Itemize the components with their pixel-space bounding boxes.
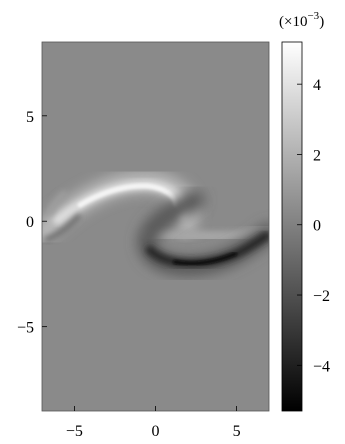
y-tick-label: −5 xyxy=(17,320,34,337)
colorbar: 4 2 0 −2 −4 (×10−3) xyxy=(279,10,330,412)
colorbar-tick-label: 0 xyxy=(313,218,321,235)
colorbar-ticks: 4 2 0 −2 −4 xyxy=(297,77,330,375)
negative-band xyxy=(44,190,269,277)
x-tick-label: −5 xyxy=(66,423,83,440)
y-tick-label: 5 xyxy=(26,109,34,126)
colorbar-tick-label: 4 xyxy=(313,77,321,94)
colorbar-tick-label: −4 xyxy=(313,358,330,375)
heatmap-plot xyxy=(42,42,269,411)
colorbar-tick-label: 2 xyxy=(313,147,321,164)
colorbar-gradient xyxy=(281,41,303,412)
y-tick-label: 0 xyxy=(26,214,34,231)
x-tick-label: 5 xyxy=(233,423,241,440)
y-axis: 5 0 −5 xyxy=(17,109,47,337)
colorbar-exponent: (×10−3) xyxy=(279,10,324,30)
x-axis: −5 0 5 xyxy=(66,406,241,440)
colorbar-tick-label: −2 xyxy=(313,288,330,305)
x-tick-label: 0 xyxy=(152,423,160,440)
